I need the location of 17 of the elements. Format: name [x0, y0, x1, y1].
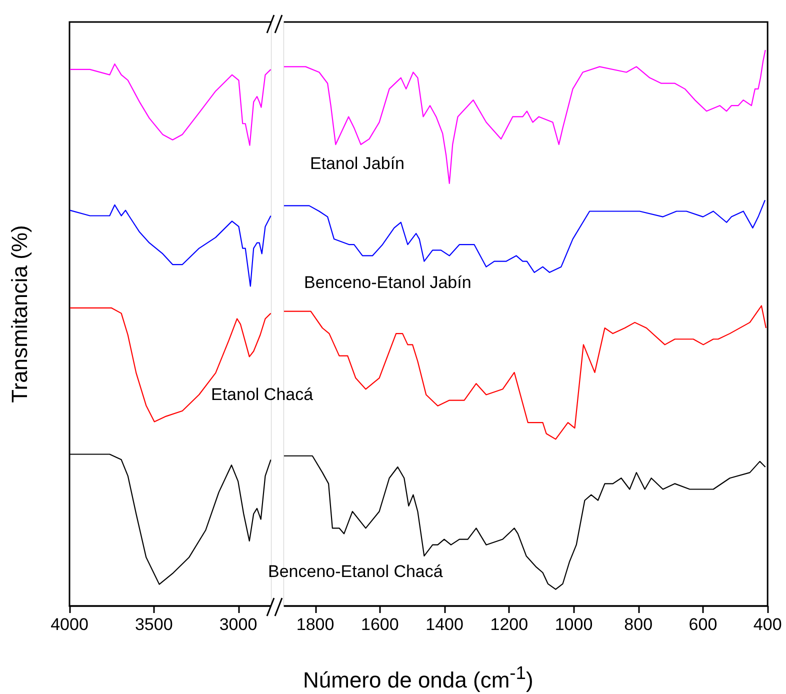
x-tick-label: 600 — [688, 615, 718, 634]
series-label: Etanol Jabín — [310, 154, 405, 173]
x-tick-label: 800 — [624, 615, 653, 634]
x-tick-label: 3500 — [134, 615, 173, 634]
series-label: Benceno-Etanol Jabín — [304, 273, 472, 292]
x-tick-label: 1200 — [490, 615, 528, 634]
x-tick-label: 4000 — [50, 615, 88, 634]
x-tick-label: 400 — [753, 615, 782, 634]
series-label: Benceno-Etanol Chacá — [268, 562, 444, 581]
x-axis-title: Número de onda (cm$^{-1}$) — [303, 662, 534, 694]
y-axis-title: Transmitancia (%) — [6, 225, 33, 403]
x-tick-label: 1800 — [296, 615, 334, 634]
x-tick-label: 1400 — [426, 615, 464, 634]
x-tick-label: 1000 — [554, 615, 593, 634]
text: Etanol Chacá — [211, 385, 314, 404]
x-tick-label: 3000 — [219, 615, 258, 634]
x-tick-label: 1600 — [361, 615, 399, 634]
